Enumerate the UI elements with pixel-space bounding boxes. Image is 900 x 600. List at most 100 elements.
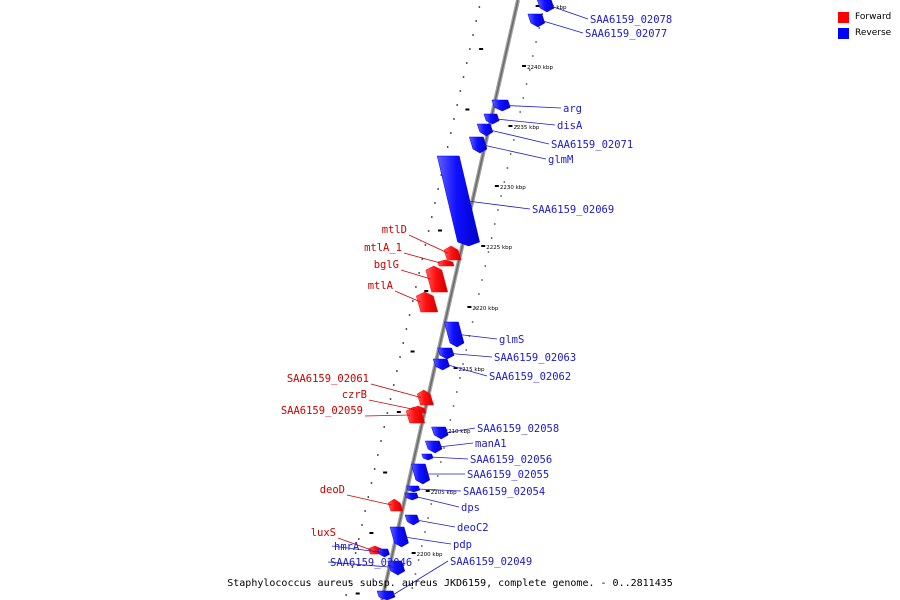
gene-label-SAA6159_02062[interactable]: SAA6159_02062 bbox=[489, 371, 571, 383]
gene-label-SAA6159_02049[interactable]: SAA6159_02049 bbox=[450, 556, 532, 568]
gene-arrow-SAA6159_02049[interactable] bbox=[376, 590, 396, 600]
legend-label-reverse: Reverse bbox=[855, 28, 892, 38]
gene-arrow-SAA6159_02056[interactable] bbox=[421, 453, 434, 461]
gene-arrow-SAA6159_02059[interactable] bbox=[405, 406, 426, 424]
gene-label-SAA6159_02054[interactable]: SAA6159_02054 bbox=[463, 486, 545, 498]
tick-mark bbox=[481, 245, 486, 247]
gene-arrow-mtlA[interactable] bbox=[415, 291, 439, 313]
gene-label-dps[interactable]: dps bbox=[461, 502, 480, 514]
guide-dot bbox=[421, 258, 424, 260]
leader-line bbox=[403, 252, 441, 264]
gene-arrow-SAA6159_02069[interactable] bbox=[436, 155, 480, 247]
gene-label-mtlA[interactable]: mtlA bbox=[368, 280, 394, 292]
guide-dot bbox=[411, 587, 414, 589]
guide-dot bbox=[494, 223, 496, 225]
gene-arrow-SAA6159_02058[interactable] bbox=[431, 426, 449, 440]
guide-dot bbox=[522, 97, 525, 99]
gene-arrow-SAA6159_02055[interactable] bbox=[410, 463, 431, 485]
gene-arrow-pdp[interactable] bbox=[389, 526, 409, 548]
gene-label-SAA6159_02077[interactable]: SAA6159_02077 bbox=[585, 28, 667, 40]
guide-dot bbox=[437, 188, 439, 190]
guide-dash bbox=[424, 290, 429, 292]
gene-label-SAA6159_02055[interactable]: SAA6159_02055 bbox=[467, 469, 549, 481]
guide-dot bbox=[427, 230, 430, 232]
gene-arrow-arg[interactable] bbox=[491, 99, 511, 112]
gene-label-deoD[interactable]: deoD bbox=[320, 484, 345, 496]
gene-label-SAA6159_02063[interactable]: SAA6159_02063 bbox=[494, 352, 576, 364]
guide-dot bbox=[373, 468, 376, 470]
gene-arrow-SAA6159_02054[interactable] bbox=[406, 485, 421, 493]
guide-dot bbox=[424, 244, 427, 246]
gene-label-czrB[interactable]: czrB bbox=[342, 389, 367, 401]
guide-dot bbox=[405, 328, 408, 330]
leader-line bbox=[337, 537, 372, 551]
guide-dot bbox=[528, 69, 531, 71]
gene-arrow-SAA6159_02078[interactable] bbox=[537, 0, 555, 13]
gene-label-bglG[interactable]: bglG bbox=[374, 259, 399, 271]
guide-dot bbox=[434, 202, 436, 204]
guide-dot bbox=[450, 132, 452, 134]
gene-label-deoC2[interactable]: deoC2 bbox=[457, 522, 489, 534]
gene-label-SAA6159_02078[interactable]: SAA6159_02078 bbox=[590, 14, 672, 26]
gene-arrow-SAA6159_02046[interactable] bbox=[387, 560, 406, 576]
gene-label-pdp[interactable]: pdp bbox=[453, 539, 472, 551]
guide-dot bbox=[399, 356, 401, 358]
guide-dot bbox=[354, 552, 357, 554]
gene-label-SAA6159_02059[interactable]: SAA6159_02059 bbox=[281, 405, 363, 417]
tick-mark bbox=[411, 552, 416, 554]
gene-arrow-disA[interactable] bbox=[483, 113, 500, 125]
gene-label-SAA6159_02058[interactable]: SAA6159_02058 bbox=[477, 423, 559, 435]
gene-arrow-SAA6159_02062[interactable] bbox=[432, 358, 450, 371]
gene-arrow-bglG[interactable] bbox=[425, 265, 449, 293]
gene-label-disA[interactable]: disA bbox=[557, 120, 583, 132]
gene-label-mtlA_1[interactable]: mtlA_1 bbox=[364, 242, 402, 254]
gene-arrow-glmS[interactable] bbox=[444, 321, 465, 348]
gene-label-manA1[interactable]: manA1 bbox=[475, 438, 507, 450]
guide-dot bbox=[462, 76, 465, 78]
guide-dot bbox=[440, 461, 442, 463]
tick-mark bbox=[494, 185, 499, 187]
gene-label-glmM[interactable]: glmM bbox=[548, 154, 573, 166]
guide-dot bbox=[361, 524, 363, 526]
gene-arrow-SAA6159_02071[interactable] bbox=[476, 123, 494, 137]
gene-arrow-deoC2[interactable] bbox=[404, 514, 420, 526]
guide-dot bbox=[462, 363, 464, 365]
guide-dot bbox=[513, 139, 515, 141]
guide-dot bbox=[351, 566, 354, 568]
gene-label-glmS[interactable]: glmS bbox=[499, 334, 524, 346]
leader-line bbox=[394, 290, 421, 303]
guide-dash bbox=[383, 471, 388, 474]
gene-arrow-deoD[interactable] bbox=[387, 498, 404, 512]
gene-label-SAA6159_02056[interactable]: SAA6159_02056 bbox=[470, 454, 552, 466]
gene-arrow-manA1[interactable] bbox=[424, 440, 443, 454]
guide-dot bbox=[370, 482, 373, 484]
gene-label-arg[interactable]: arg bbox=[563, 103, 582, 115]
gene-arrow-SAA6159_02061[interactable] bbox=[416, 389, 434, 406]
gene-label-mtlD[interactable]: mtlD bbox=[382, 224, 407, 236]
gene-arrow-SAA6159_02077[interactable] bbox=[527, 13, 546, 28]
gene-label-SAA6159_02046[interactable]: SAA6159_02046 bbox=[330, 557, 412, 569]
leader-line bbox=[450, 353, 493, 358]
gene-label-SAA6159_02061[interactable]: SAA6159_02061 bbox=[287, 373, 369, 385]
guide-dash bbox=[465, 108, 470, 111]
tick-label: 2205 kbp bbox=[431, 490, 457, 496]
guide-dot bbox=[417, 559, 420, 561]
tick-mark bbox=[522, 65, 527, 67]
guide-dot bbox=[471, 321, 474, 323]
gene-label-luxS[interactable]: luxS bbox=[311, 527, 336, 539]
guide-dot bbox=[389, 398, 392, 400]
guide-dot bbox=[484, 265, 487, 267]
gene-arrow-mtlD[interactable] bbox=[443, 245, 462, 261]
gene-arrow-dps[interactable] bbox=[404, 492, 419, 501]
tick-mark bbox=[425, 490, 430, 492]
gene-arrow-mtlA_1[interactable] bbox=[437, 259, 455, 267]
gene-label-SAA6159_02071[interactable]: SAA6159_02071 bbox=[551, 139, 633, 151]
gene-arrow-SAA6159_02063[interactable] bbox=[437, 347, 455, 360]
guide-dot bbox=[490, 237, 493, 239]
gene-label-hmrA[interactable]: hmrA bbox=[334, 541, 360, 553]
gene-label-SAA6159_02069[interactable]: SAA6159_02069 bbox=[532, 204, 614, 216]
gene-arrow-glmM[interactable] bbox=[468, 136, 488, 154]
guide-dot bbox=[367, 496, 370, 498]
leader-line bbox=[327, 561, 402, 569]
